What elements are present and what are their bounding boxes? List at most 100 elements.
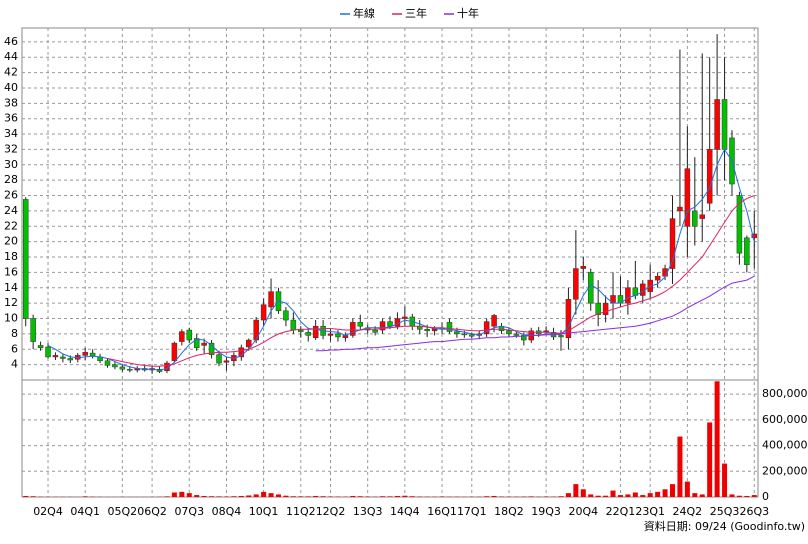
candle-body [700, 215, 705, 219]
x-tick-label: 04Q1 [70, 505, 100, 518]
volume-bar [335, 496, 340, 497]
volume-bar [715, 381, 720, 497]
volume-bar [655, 492, 660, 497]
volume-bar [358, 496, 363, 497]
volume-bar [365, 496, 370, 497]
candle-body [625, 288, 630, 303]
volume-bar [484, 496, 489, 497]
volume-bar [410, 496, 415, 497]
volume-bar [707, 422, 712, 497]
y-tick-label: 4 [11, 358, 18, 371]
volume-bar [269, 493, 274, 497]
volume-bar [596, 496, 601, 497]
volume-bar [306, 496, 311, 497]
candle-body [514, 334, 519, 336]
x-tick-label: 20Q4 [568, 505, 598, 518]
volume-bar [321, 496, 326, 497]
y-tick-label: 28 [4, 173, 18, 186]
volume-bar [625, 494, 630, 497]
volume-bar [239, 496, 244, 497]
candle-body [328, 334, 333, 336]
x-tick-label: 02Q4 [33, 505, 63, 518]
candle-body [53, 355, 58, 357]
volume-bar [254, 494, 259, 497]
x-tick-label: 12Q2 [316, 505, 346, 518]
candle-body [469, 335, 474, 337]
candle-body [402, 317, 407, 319]
volume-bar [187, 493, 192, 497]
candle-body [558, 335, 563, 337]
candle-body [715, 99, 720, 149]
volume-bar [544, 496, 549, 497]
y2-tick-label: 600,000 [762, 413, 808, 426]
candle-body [573, 269, 578, 300]
y-tick-label: 38 [4, 96, 18, 109]
volume-bar [729, 494, 734, 497]
volume-bar [558, 496, 563, 497]
volume-bar [722, 464, 727, 497]
candle-body [23, 199, 28, 318]
candle-body [217, 355, 222, 363]
candle-body [640, 284, 645, 296]
x-tick-label: 16Q1 [427, 505, 457, 518]
volume-bar [744, 496, 749, 497]
candle-body [492, 315, 497, 326]
candle-body [566, 299, 571, 337]
volume-bar [350, 496, 355, 497]
candle-body [172, 343, 177, 361]
candle-body [291, 320, 296, 330]
candle-body [306, 332, 311, 335]
volume-bar [492, 496, 497, 497]
candle-body [261, 305, 266, 320]
x-tick-label: 18Q2 [494, 505, 524, 518]
candle-body [38, 345, 43, 347]
volume-bar [261, 492, 266, 497]
y-tick-label: 44 [4, 50, 18, 63]
x-tick-label: 10Q1 [249, 505, 279, 518]
y-tick-label: 18 [4, 250, 18, 263]
x-tick-label: 07Q3 [174, 505, 204, 518]
volume-bar [291, 496, 296, 497]
candle-body [447, 322, 452, 331]
plot-frame [22, 28, 758, 497]
volume-bar [529, 496, 534, 497]
volume-bar [83, 496, 88, 497]
candle-body [707, 149, 712, 203]
y-tick-label: 24 [4, 204, 18, 217]
volume-bar [31, 496, 36, 497]
volume-bar [685, 482, 690, 497]
x-tick-label: 06Q2 [137, 505, 167, 518]
candle-body [581, 266, 586, 268]
y-tick-label: 26 [4, 189, 18, 202]
volume-bar [276, 494, 281, 497]
candle-body [283, 311, 288, 320]
candle-body [83, 352, 88, 355]
volume-bar [677, 437, 682, 497]
volume-bar [700, 494, 705, 497]
candle-body [31, 319, 36, 342]
y-tick-label: 20 [4, 235, 18, 248]
y-tick-label: 34 [4, 127, 18, 140]
volume-bar [737, 496, 742, 497]
x-tick-label: 11Q2 [286, 505, 316, 518]
x-tick-label: 05Q2 [108, 505, 138, 518]
candle-body [127, 369, 132, 370]
candle-body [373, 330, 378, 332]
x-tick-label: 24Q2 [673, 505, 703, 518]
y-tick-label: 30 [4, 158, 18, 171]
candle-body [313, 326, 318, 338]
volume-bar [618, 495, 623, 497]
x-tick-label: 14Q4 [390, 505, 420, 518]
y2-tick-label: 200,000 [762, 464, 808, 477]
volume-bar [581, 489, 586, 497]
volume-bar [217, 496, 222, 497]
volume-bar [231, 496, 236, 497]
y-tick-label: 40 [4, 81, 18, 94]
source-note: 資料日期: 09/24 (Goodinfo.tw) [644, 519, 805, 533]
x-tick-label: 08Q4 [212, 505, 242, 518]
volume-bar [164, 496, 169, 497]
legend-label: 年線 [353, 6, 375, 20]
volume-bar [752, 495, 757, 497]
candle-body [179, 332, 184, 342]
volume-bar [172, 493, 177, 498]
